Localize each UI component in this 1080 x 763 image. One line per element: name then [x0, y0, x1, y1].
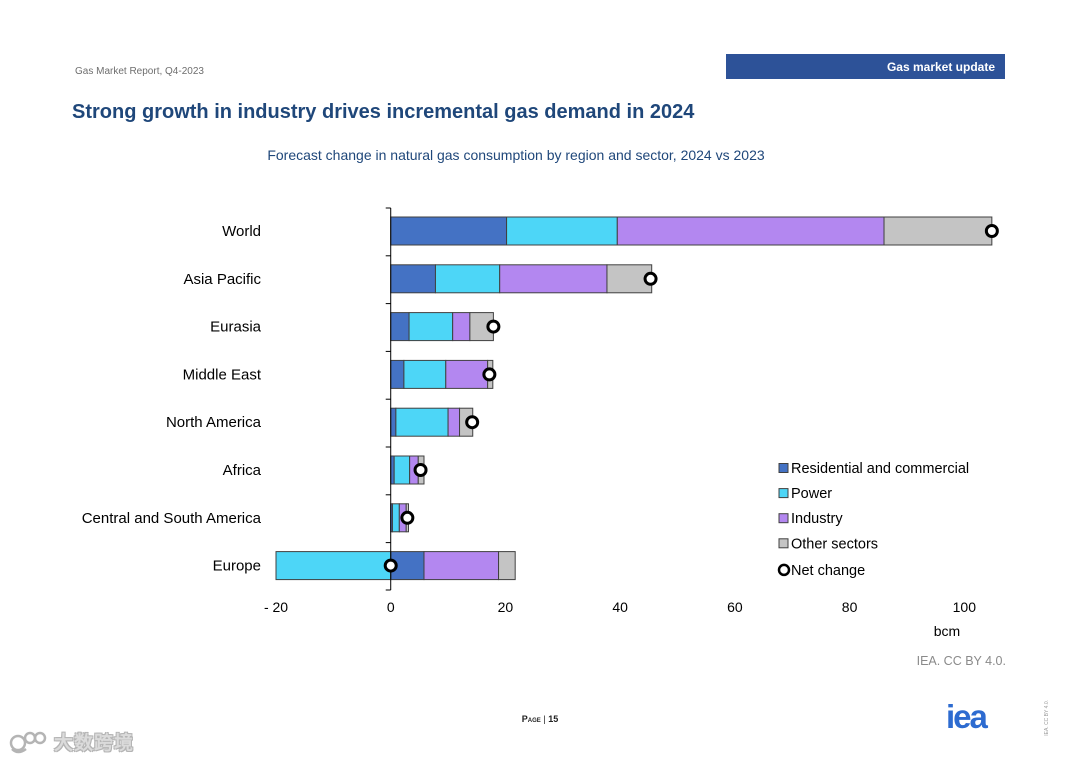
chart-credit: IEA. CC BY 4.0.	[916, 654, 1006, 668]
watermark-logo-icon	[9, 731, 47, 753]
bar-middle-east-residential-and-commercial	[390, 359, 405, 389]
x-tick-label: 100	[953, 599, 977, 615]
page-number: Page | 15	[0, 714, 1080, 724]
page-label: Page	[521, 714, 541, 724]
x-tick-label: 20	[498, 599, 514, 615]
net-change-marker-africa	[413, 463, 428, 477]
x-tick-label: 60	[727, 599, 743, 615]
legend-label-industry: Industry	[791, 511, 843, 527]
x-tick-label: 80	[842, 599, 858, 615]
net-change-marker-asia-pacific	[643, 271, 658, 286]
net-change-marker-eurasia	[486, 319, 501, 334]
legend-swatch-net-change	[777, 563, 791, 577]
iea-logo-text: iea	[946, 701, 989, 733]
net-change-marker-world	[984, 224, 999, 238]
page-title: Strong growth in industry drives increme…	[72, 101, 695, 123]
watermark-text: 大数跨境	[54, 733, 135, 754]
iea-logo: iea	[946, 701, 991, 733]
category-label-north-america: North America	[166, 414, 262, 431]
bar-north-america-power	[395, 407, 449, 437]
axes-group	[385, 207, 392, 591]
bar-eurasia-residential-and-commercial	[390, 312, 410, 342]
category-label-world: World	[222, 223, 261, 240]
legend-swatch-industry	[778, 513, 789, 524]
bar-series-group	[275, 216, 993, 581]
bar-asia-pacific-power	[434, 264, 501, 294]
legend-label-other-sectors: Other sectors	[791, 536, 878, 552]
report-name: Gas Market Report, Q4-2023	[75, 66, 204, 77]
bar-asia-pacific-residential-and-commercial	[390, 264, 436, 294]
legend-swatch-power	[778, 488, 789, 499]
legend-swatch-other-sectors	[778, 538, 789, 549]
bar-middle-east-power	[403, 359, 447, 389]
bar-middle-east-industry	[445, 359, 489, 389]
chart-title: Forecast change in natural gas consumpti…	[267, 147, 765, 163]
category-labels-group: World Asia Pacific Eurasia Middle East North…	[82, 223, 262, 575]
bar-world-other-sectors	[883, 216, 993, 246]
net-change-marker-central-and-south-america	[400, 510, 415, 525]
page-number-value: 15	[548, 714, 559, 724]
bar-africa-residential-and-commercial	[390, 455, 395, 485]
bar-world-industry	[616, 216, 885, 246]
bar-europe-other-sectors	[498, 551, 516, 581]
license-vertical: IEA. CC BY 4.0.	[1044, 700, 1050, 736]
bar-world-residential-and-commercial	[390, 216, 508, 246]
x-axis-label: bcm	[934, 623, 960, 639]
bar-africa-power	[393, 455, 411, 485]
bar-eurasia-power	[408, 312, 454, 342]
category-label-eurasia: Eurasia	[210, 319, 262, 336]
bar-asia-pacific-industry	[499, 264, 608, 294]
legend-label-net-change: Net change	[791, 563, 865, 579]
section-banner-label: Gas market update	[886, 59, 995, 74]
net-change-markers-group	[383, 224, 999, 573]
x-tick-label: 0	[387, 599, 395, 615]
x-tick-label: 40	[612, 599, 628, 615]
category-label-central-and-south-america: Central and South America	[82, 510, 262, 527]
legend-label-residential-and-commercial: Residential and commercial	[791, 461, 969, 477]
watermark: 大数跨境	[8, 728, 134, 755]
category-label-middle-east: Middle East	[183, 366, 262, 383]
page-separator: |	[543, 714, 546, 724]
bar-europe-power	[275, 551, 392, 581]
x-tick-labels-group: - 20 0 20 40 60 80 100	[264, 599, 976, 615]
bar-north-america-residential-and-commercial	[390, 407, 397, 437]
bar-central-and-south-america-power	[391, 503, 400, 533]
category-label-asia-pacific: Asia Pacific	[183, 271, 261, 288]
category-label-africa: Africa	[223, 462, 262, 479]
chart-legend: Residential and commercial Power Industry O…	[777, 461, 969, 579]
bar-world-power	[506, 216, 618, 246]
net-change-marker-middle-east	[482, 367, 497, 382]
bar-europe-industry	[423, 551, 500, 581]
legend-label-power: Power	[791, 486, 832, 502]
x-tick-label: - 20	[264, 599, 288, 615]
net-change-marker-europe	[383, 558, 398, 573]
category-label-europe: Europe	[213, 558, 261, 575]
bar-eurasia-industry	[452, 312, 471, 342]
legend-swatch-residential-and-commercial	[778, 463, 789, 473]
net-change-marker-north-america	[465, 415, 480, 430]
section-banner: Gas market update	[726, 54, 1005, 79]
bar-north-america-industry	[447, 407, 461, 437]
